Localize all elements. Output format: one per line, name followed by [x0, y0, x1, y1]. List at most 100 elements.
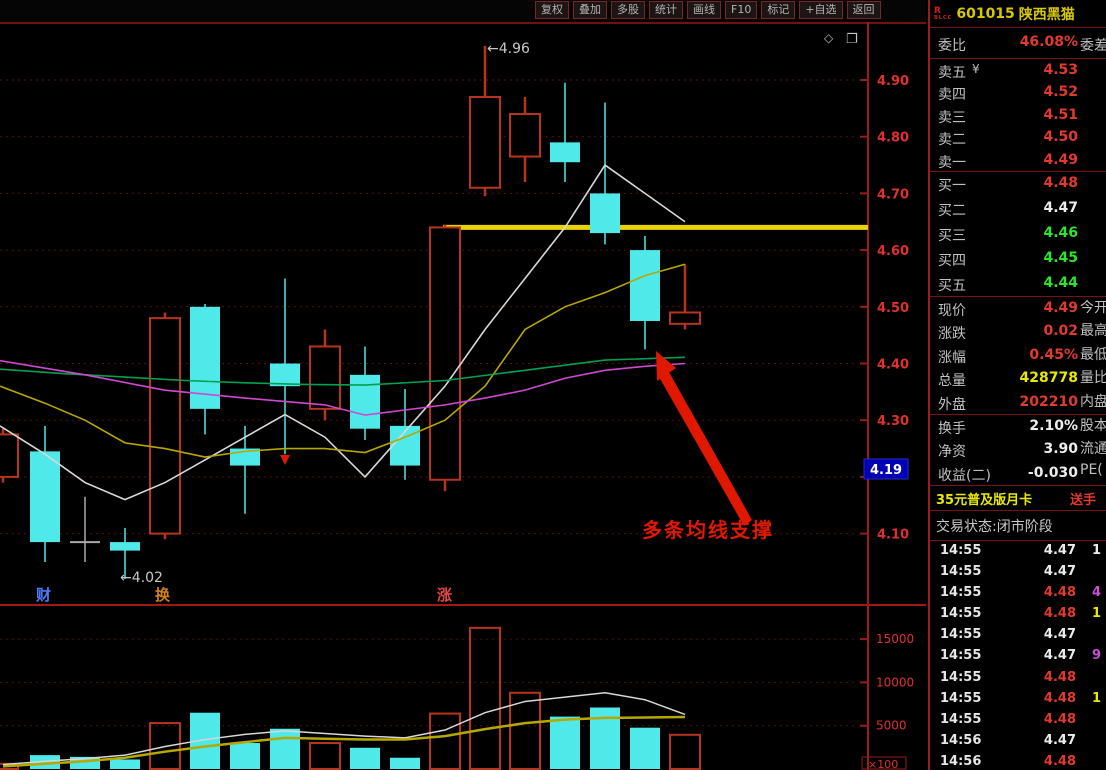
vol-ma-yellow — [2, 715, 686, 768]
volume-bar-down[interactable] — [550, 716, 580, 769]
trade-status-row: 交易状态:闭市阶段 — [930, 511, 1106, 541]
tick-row[interactable]: 14:55 4.47 — [940, 627, 1076, 643]
toolbar-button[interactable]: 返回 — [846, 1, 881, 19]
candle-up[interactable] — [669, 311, 701, 325]
toolbar-button[interactable]: 多股 — [611, 1, 645, 19]
candle-up[interactable] — [509, 113, 541, 158]
tick-row[interactable]: 14:55 4.47 — [940, 564, 1076, 580]
candle-down[interactable] — [110, 542, 140, 551]
ask-row[interactable]: 卖四 4.52 — [938, 84, 1078, 104]
volume-bar-up[interactable] — [469, 626, 501, 770]
tick-row[interactable]: 14:55 4.47 1 — [940, 543, 1102, 558]
volume-bar-down[interactable] — [390, 757, 420, 769]
ask-row[interactable]: 卖一 4.49 — [938, 151, 1078, 171]
toolbar-button[interactable]: +自选 — [799, 1, 843, 19]
candle-up[interactable] — [149, 317, 181, 535]
bid-row[interactable]: 买二 4.47 — [938, 200, 1078, 219]
info-row[interactable]: 净资 3.90 流通 — [938, 441, 1106, 461]
promo-text[interactable]: 35元普及版月卡 — [936, 493, 1033, 508]
info-row[interactable]: 涨跌 0.02 最高 — [938, 323, 1106, 343]
tick-row[interactable]: 14:55 4.48 — [940, 711, 1076, 727]
price-axis-label: 4.70 — [877, 187, 909, 202]
support-annotation-text: 多条均线支撑 — [642, 518, 774, 542]
volume-bar-up[interactable] — [309, 742, 341, 770]
tick-row[interactable]: 14:55 4.48 1 — [940, 606, 1102, 622]
price-axis-label: 4.60 — [877, 244, 909, 259]
weibi-label: 委比 — [938, 38, 966, 54]
toolbar-button[interactable]: F10 — [725, 1, 758, 19]
info-row[interactable]: 外盘 202210 内盘 — [938, 393, 1106, 413]
volume-bar-down[interactable] — [270, 728, 300, 769]
vol-ma-white — [2, 692, 686, 766]
candle-up[interactable] — [469, 96, 501, 189]
volume-bar-up[interactable] — [669, 733, 701, 770]
candle-up[interactable] — [0, 433, 19, 478]
ma-magenta — [0, 359, 686, 416]
candlestick-chart[interactable]: 4.90 4.80 4.70 4.60 4.50 4.40 4.30 4.10 15000 100… — [0, 22, 926, 770]
volume-bar-up[interactable] — [149, 722, 181, 770]
candle-down[interactable] — [350, 374, 380, 429]
volume-bar-down[interactable] — [30, 755, 60, 769]
info-row[interactable]: 涨幅 0.45% 最低 — [938, 346, 1106, 366]
toolbar-button[interactable]: 画线 — [687, 1, 721, 19]
volume-unit-box — [861, 756, 907, 770]
diamond-icon[interactable]: ◇ — [824, 31, 834, 45]
trade-status: 交易状态:闭市阶段 — [936, 519, 1053, 535]
volume-bar-up[interactable] — [429, 712, 461, 770]
tick-row[interactable]: 14:55 4.47 9 — [940, 648, 1102, 664]
holding-mark: ¥ — [972, 62, 980, 76]
ma-green — [0, 356, 686, 386]
volume-bar-down[interactable] — [230, 743, 260, 769]
toolbar-button[interactable]: 叠加 — [573, 1, 607, 19]
promo-banner[interactable]: 35元普及版月卡 送手 — [930, 486, 1106, 511]
window-icon[interactable]: ❐ — [846, 32, 858, 47]
toolbar-button[interactable]: 复权 — [535, 1, 569, 19]
promo-link[interactable]: 送手 — [1070, 493, 1097, 508]
candle-down[interactable] — [630, 250, 660, 321]
toolbar-button[interactable]: 统计 — [649, 1, 683, 19]
volume-bar-up[interactable] — [509, 691, 541, 770]
info-row[interactable]: 总量 428778 量比 — [938, 370, 1106, 390]
tick-row[interactable]: 14:55 4.48 1 — [940, 690, 1102, 706]
candle-down[interactable] — [590, 193, 620, 234]
tick-row[interactable]: 14:55 4.48 4 — [940, 585, 1102, 601]
ask-row[interactable]: 卖二 4.50 — [938, 129, 1078, 149]
bid-levels: 买一 4.48 买二 4.47 买三 4.46 买四 4.45 买五 4.44 — [930, 172, 1106, 297]
info-row[interactable]: 收益(二) -0.030 PE( — [938, 461, 1103, 484]
indicator-chip[interactable]: 换 — [155, 586, 171, 604]
candle-down[interactable] — [550, 142, 580, 163]
price-axis-label: 4.40 — [877, 358, 909, 373]
candle-up[interactable] — [429, 226, 461, 481]
annotation-arrow-head — [656, 351, 676, 381]
volume-bar-down[interactable] — [350, 747, 380, 769]
tick-row[interactable]: 14:56 4.47 — [940, 732, 1076, 748]
volume-axis-label: 15000 — [876, 632, 914, 646]
info-row[interactable]: 换手 2.10% 股本 — [938, 418, 1106, 437]
toolbar-button[interactable]: 标记 — [761, 1, 796, 19]
price-axis-label: 4.50 — [877, 301, 909, 316]
info-row[interactable]: 现价 4.49 今开 — [938, 300, 1106, 319]
quote-panel: R BLCC 601015 陕西黑猫 委比 46.08% 委差 卖五 ¥4.53 卖… — [928, 0, 1106, 770]
indicator-chip[interactable]: 涨 — [437, 586, 452, 604]
volume-bar-down[interactable] — [630, 727, 660, 769]
candle-down[interactable] — [190, 306, 220, 409]
candle-down[interactable] — [270, 363, 300, 387]
bid-row[interactable]: 买四 4.45 — [938, 250, 1078, 269]
tick-row[interactable]: 14:56 4.48 — [940, 753, 1076, 769]
tick-row[interactable]: 14:55 4.48 — [940, 669, 1076, 685]
volume-bar-down[interactable] — [110, 759, 140, 769]
stock-code: 601015 — [956, 5, 1015, 22]
bid-row[interactable]: 买三 4.46 — [938, 225, 1078, 244]
candle-down[interactable] — [30, 451, 60, 543]
weibi-value: 46.08% — [1019, 34, 1078, 50]
ask-row[interactable]: 卖五 ¥4.53 — [938, 62, 1078, 81]
candle-up[interactable] — [309, 345, 341, 410]
time-and-sales-list[interactable]: 14:55 4.47 1 14:55 4.47 14:55 4.48 4 14:55 4.48 1 1… — [930, 541, 1106, 770]
ask-row[interactable]: 卖三 4.51 — [938, 106, 1078, 126]
weibi-row: 委比 46.08% 委差 — [930, 28, 1106, 59]
bid-row[interactable]: 买五 4.44 — [938, 275, 1078, 294]
bid-row[interactable]: 买一 4.48 — [938, 175, 1078, 194]
low-price-callout: ←4.02 — [120, 570, 163, 586]
indicator-chip[interactable]: 财 — [36, 586, 51, 604]
price-axis-label: 4.10 — [877, 528, 909, 543]
